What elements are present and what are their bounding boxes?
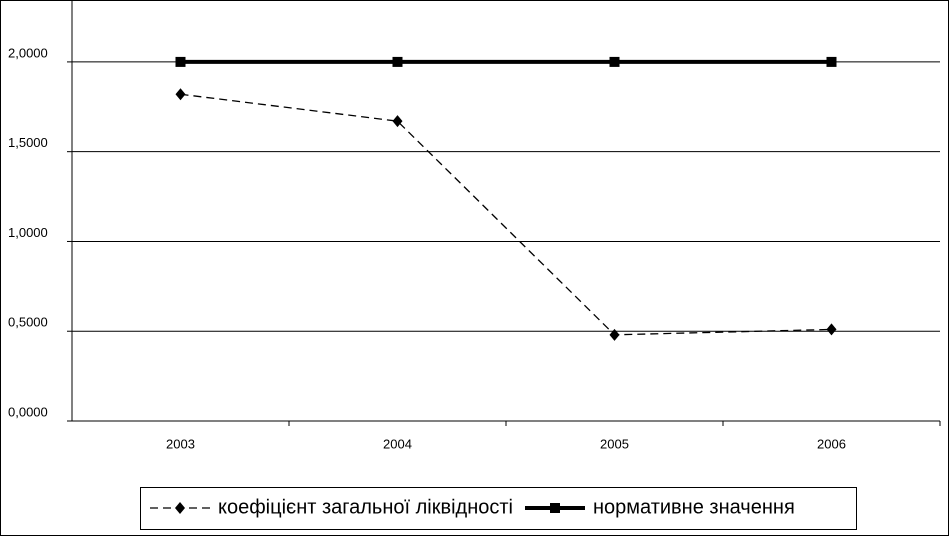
point xyxy=(826,56,837,67)
series-line xyxy=(180,93,832,336)
legend-label: коефіцієнт загальної ліквідності xyxy=(218,496,513,518)
point xyxy=(175,88,186,101)
x-tick-label: 2005 xyxy=(600,436,629,451)
y-tick-label: 0,5000 xyxy=(8,315,48,330)
legend-label: нормативне значення xyxy=(593,496,795,518)
point xyxy=(609,328,620,341)
legend-box xyxy=(140,487,857,530)
x-tick-label: 2004 xyxy=(383,436,412,451)
point xyxy=(826,323,837,336)
y-tick-label: 1,5000 xyxy=(8,135,48,150)
point xyxy=(392,56,403,67)
point xyxy=(609,56,620,67)
point xyxy=(392,115,403,128)
point xyxy=(175,502,185,514)
y-tick-label: 2,0000 xyxy=(8,45,48,60)
x-tick-label: 2003 xyxy=(166,436,195,451)
x-tick-label: 2006 xyxy=(817,436,846,451)
point xyxy=(550,503,560,513)
y-tick-label: 0,0000 xyxy=(8,404,48,419)
point xyxy=(175,56,186,67)
y-tick-label: 1,0000 xyxy=(8,225,48,240)
